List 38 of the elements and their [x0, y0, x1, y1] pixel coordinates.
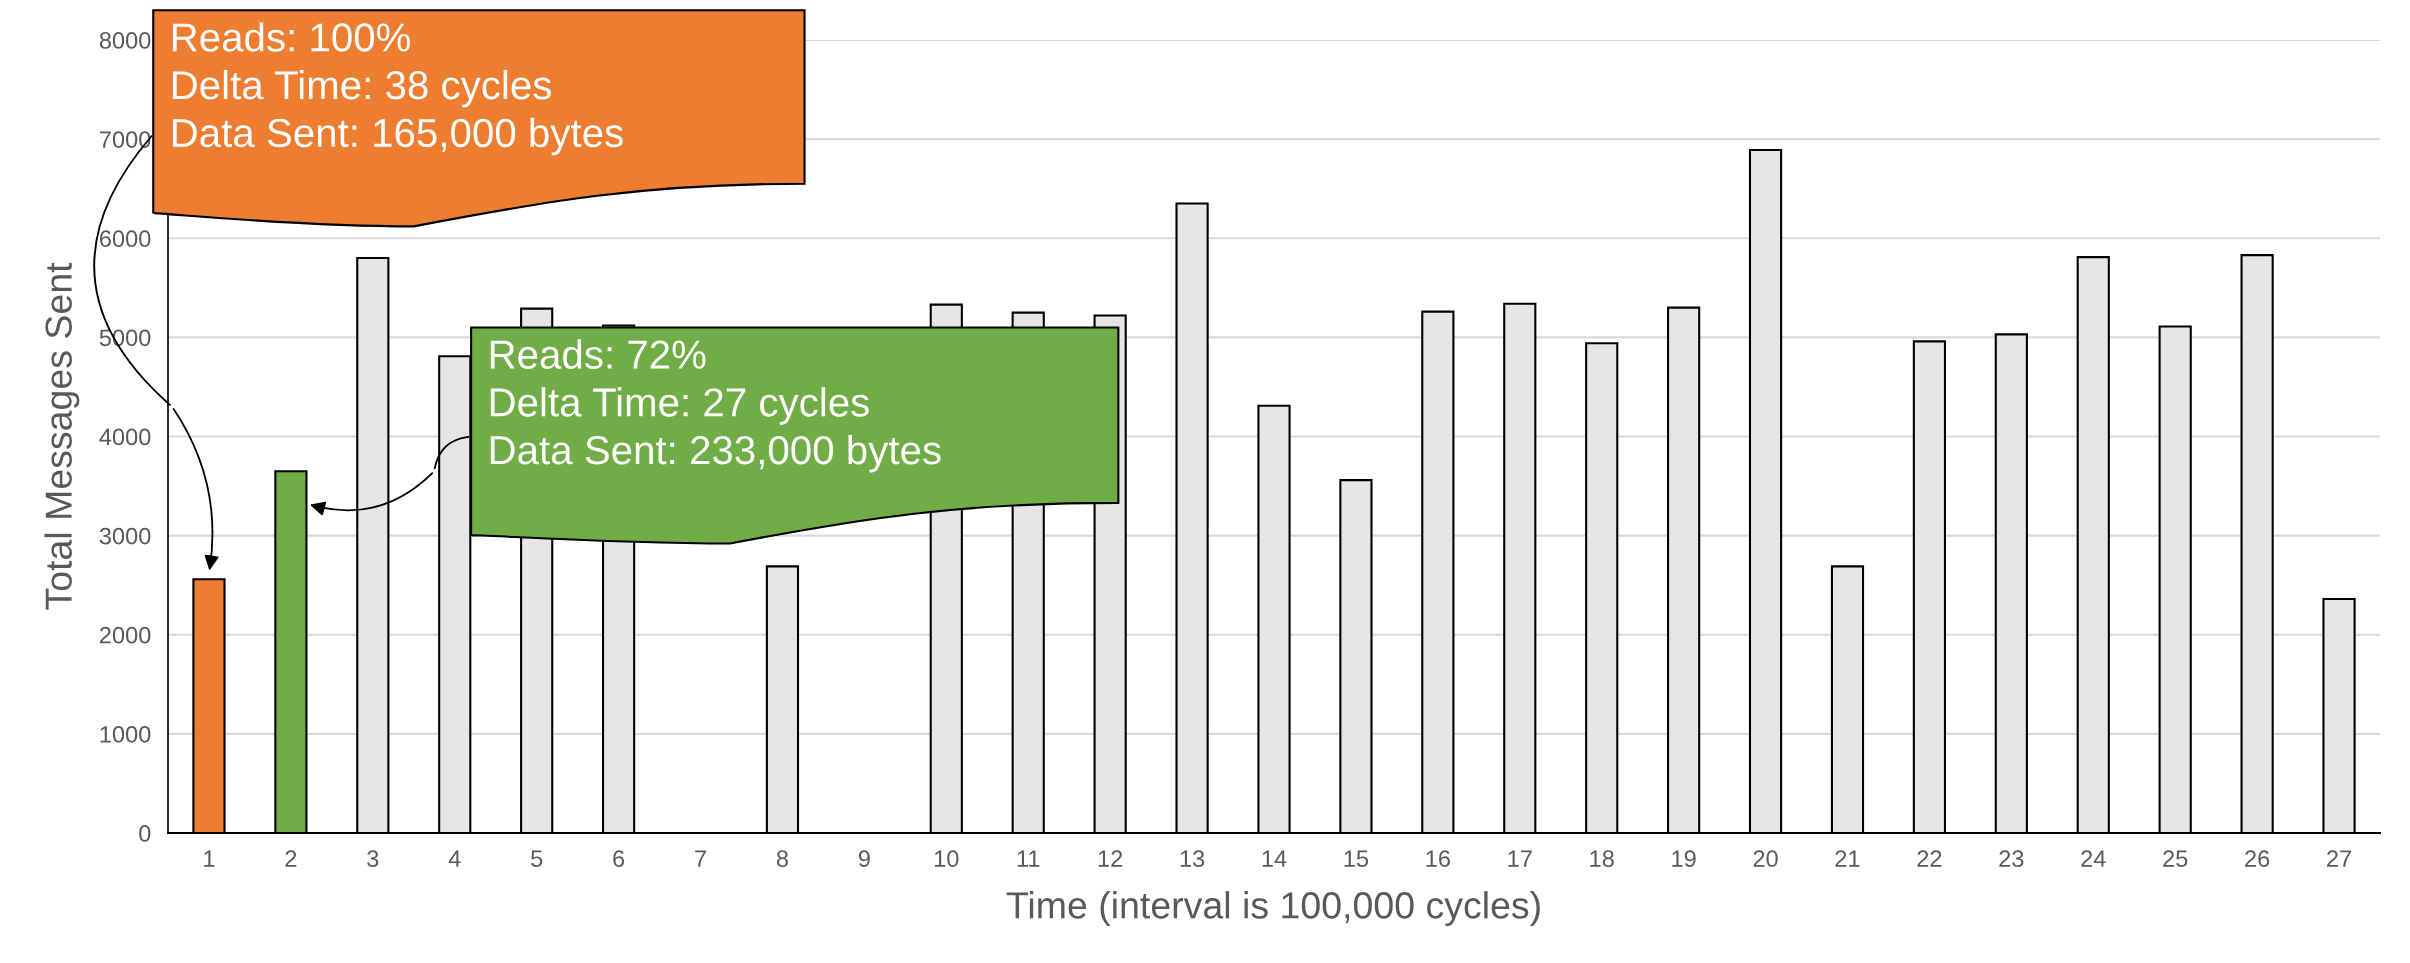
- x-tick-label: 1: [204, 850, 215, 867]
- x-tick-label: 11: [1017, 850, 1040, 867]
- x-tick-label: 5: [531, 850, 543, 868]
- x-tick-label: 20: [1753, 850, 1778, 868]
- x-tick-label: 8: [776, 850, 788, 868]
- x-tick-label: 19: [1672, 850, 1696, 868]
- x-tick-label: 18: [1590, 850, 1614, 868]
- y-tick-label: 2000: [100, 626, 151, 644]
- x-tick-label: 4: [448, 850, 461, 867]
- y-tick-label: 8000: [99, 32, 151, 49]
- x-tick-label: 27: [2327, 850, 2351, 867]
- y-tick-label: 0: [139, 825, 151, 842]
- x-tick-label: 10: [934, 850, 959, 868]
- y-tick-label: 3000: [99, 527, 151, 545]
- y-axis-title: Total Messages Sent: [44, 262, 80, 610]
- x-tick-label: 3: [367, 850, 379, 868]
- x-tick-label: 6: [613, 850, 625, 868]
- y-tick-label: 6000: [100, 230, 151, 248]
- x-tick-label: 13: [1180, 850, 1205, 868]
- x-tick-label: 24: [2081, 850, 2106, 867]
- x-tick-label: 12: [1098, 850, 1123, 867]
- y-tick-label: 4000: [99, 428, 151, 446]
- x-tick-label: 25: [2163, 850, 2188, 868]
- x-tick-label: 14: [1262, 850, 1287, 867]
- x-tick-label: 15: [1344, 850, 1369, 868]
- x-tick-label: 7: [695, 850, 706, 867]
- x-axis-title: Time (interval is 100,000 cycles): [1006, 891, 1540, 927]
- x-tick-label: 9: [858, 850, 870, 868]
- annotation: Reads: 72% Delta Time: 27 cycles Data Sent: 233,000 bytes: [490, 339, 941, 473]
- x-tick-label: 23: [1999, 850, 2024, 868]
- x-tick-label: 26: [2245, 850, 2270, 868]
- x-tick-label: 2: [285, 850, 297, 867]
- x-tick-label: 17: [1508, 850, 1532, 867]
- x-tick-label: 22: [1917, 850, 1942, 867]
- y-tick-label: 1000: [100, 725, 151, 743]
- annotation: Reads: 100% Delta Time: 38 cycles Data Sent: 165,000 bytes: [172, 22, 623, 156]
- x-tick-label: 21: [1835, 850, 1860, 867]
- x-tick-label: 16: [1426, 850, 1450, 868]
